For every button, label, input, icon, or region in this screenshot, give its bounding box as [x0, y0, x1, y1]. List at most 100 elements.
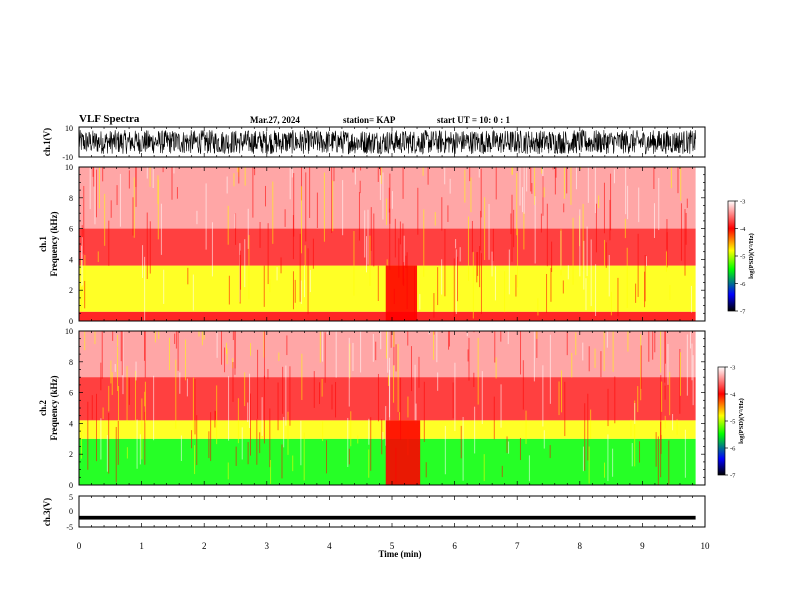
ch1-spectrogram-streak	[511, 167, 513, 175]
ch2-spectrogram-streak	[303, 432, 305, 481]
ch1-spectrogram-streak	[537, 298, 539, 316]
time-axis-tick-label: 4	[327, 541, 332, 551]
ch2-spectrogram-streak	[454, 362, 456, 432]
ch2-spectrogram-streak	[208, 431, 210, 459]
ch1-spectrogram-streak	[116, 185, 118, 206]
ch1-spectrogram-streak	[359, 180, 361, 194]
ch1-colorbar-tick-label: -7	[740, 309, 746, 316]
ch2-spectrogram-streak	[322, 331, 324, 362]
ch2-spectrogram-streak	[582, 342, 584, 361]
ch2-spectrogram-streak	[689, 331, 691, 349]
ch2-spectrogram-streak	[144, 331, 146, 378]
ch2-spectrogram-streak	[606, 331, 608, 348]
ch1-spectrogram-streak	[403, 235, 405, 279]
ch1-ytick-bottom: -10	[62, 153, 73, 162]
ch2-spectrogram-streak	[393, 365, 395, 403]
ch1-spectrogram-streak	[627, 185, 629, 220]
ch2-spectrogram-streak	[676, 419, 678, 435]
time-axis-tick-label: 0	[77, 541, 82, 551]
ch2-spectrogram-streak	[335, 331, 337, 378]
ch2-spectrogram-streak	[558, 381, 560, 416]
time-axis-tick-label: 9	[640, 541, 645, 551]
ch1-spectrogram-streak	[293, 173, 295, 237]
ch1-spectrogram-streak	[192, 274, 194, 311]
ch2-spectrogram-ylabel-frequency: Frequency (kHz)	[49, 375, 59, 440]
ch1-spectrogram-streak	[608, 254, 610, 297]
ch1-spectrogram-streak	[579, 167, 581, 169]
ch1-spectrogram-streak	[133, 177, 135, 238]
ch2-spectrogram-streak	[95, 393, 97, 462]
ch2-spectrogram-streak	[177, 331, 179, 371]
ch1-spectrogram-streak	[110, 200, 112, 218]
ch1-spectrogram-streak	[171, 167, 173, 200]
ch2-spectrogram-streak	[389, 369, 391, 428]
ch2-spectrogram-streak	[203, 331, 205, 340]
ch2-colorbar-ticks: -3 -4 -5 -6 -7	[725, 365, 736, 480]
ch2-spectrogram-streak	[319, 331, 321, 363]
ch2-spectrogram-ytick-label: 6	[69, 389, 73, 398]
ch1-spectrogram-streak	[469, 167, 471, 182]
ch2-spectrogram-streak	[587, 393, 589, 461]
ch2-spectrogram-streak	[614, 376, 616, 424]
time-axis-tick-label: 7	[515, 541, 520, 551]
ch3-ytick-top: 5	[69, 493, 73, 502]
ch1-spectrogram-streak	[83, 186, 85, 254]
ch1-spectrogram-streak	[582, 203, 584, 272]
ch1-spectrogram-streak	[304, 245, 306, 280]
ch1-spectrogram-ytick-labels: 0 2 4 6 8 10	[65, 163, 73, 326]
ch1-spectrogram-streak	[550, 267, 552, 302]
ch2-spectrogram-streak	[214, 411, 216, 420]
ch1-spectrogram-streak	[495, 167, 497, 200]
ch2-spectrogram-streak	[668, 440, 670, 485]
ch1-spectrogram-streak	[300, 167, 302, 201]
ch2-spectrogram-streak	[235, 446, 237, 466]
ch1-spectrogram-streak	[238, 167, 240, 184]
ch1-spectrogram-streak	[269, 279, 271, 293]
ch2-spectrogram-streak	[368, 418, 370, 445]
ch1-spectrogram-streak	[447, 205, 449, 222]
ch2-spectrogram-streak	[136, 419, 138, 469]
ch1-spectrogram-streak	[160, 203, 162, 255]
ch2-spectrogram-streak	[237, 398, 239, 444]
ch2-spectrogram-streak	[250, 393, 252, 456]
ch2-spectrogram-streak	[350, 411, 352, 447]
ch1-spectrogram-streak	[427, 167, 429, 185]
ch2-spectrogram-streak	[250, 343, 252, 356]
ch1-colorbar-label: log(PSD)(V²/Hz)	[748, 233, 755, 279]
ch1-spectrogram-streak	[264, 185, 266, 207]
ch2-spectrogram-streak	[520, 331, 522, 375]
ch1-spectrogram-streak	[563, 203, 565, 213]
ch2-spectrogram-streak	[639, 441, 641, 463]
ch1-spectrogram-streak	[386, 198, 388, 225]
ch1-spectrogram-streak	[603, 182, 605, 234]
ch2-spectrogram-streak	[84, 331, 86, 351]
ch1-spectrogram-streak	[382, 172, 384, 220]
ch2-spectrogram-streak	[322, 421, 324, 442]
ch2-spectrogram-streak	[194, 445, 196, 475]
ch2-spectrogram-streak	[269, 408, 271, 468]
ch1-spectrogram-streak	[624, 218, 626, 239]
ch2-spectrogram-streak	[669, 371, 671, 416]
ch2-spectrogram-streak	[519, 438, 521, 461]
ch2-spectrogram-streak	[87, 401, 89, 470]
ch2-spectrogram-streak	[679, 348, 681, 414]
ch1-spectrogram-streak	[301, 186, 303, 254]
ch2-spectrogram-streak	[385, 406, 387, 446]
ch1-spectrogram-streak	[294, 279, 296, 303]
ch1-spectrogram-streak	[342, 180, 344, 236]
ch2-spectrogram-streak	[382, 431, 384, 440]
ch2-spectrogram-streak	[277, 382, 279, 431]
ch2-spectrogram-streak	[634, 403, 636, 424]
ch2-colorbar-gradient	[717, 366, 726, 476]
ch2-spectrogram-streak	[301, 353, 303, 400]
ch1-spectrogram-streak	[240, 250, 242, 290]
ch2-spectrogram-streak	[318, 382, 320, 405]
ch1-colorbar-ticks: -3 -4 -5 -6 -7	[735, 199, 746, 316]
ch1-spectrogram-streak	[526, 167, 528, 192]
ch1-spectrogram-streak	[680, 203, 682, 261]
ch1-spectrogram-streak	[417, 187, 419, 235]
ch2-spectrogram-streak	[352, 342, 354, 372]
ch1-spectrogram-streak	[570, 167, 572, 205]
ch2-spectrogram-streak	[575, 332, 577, 356]
ch1-spectrogram-streak	[89, 167, 91, 210]
